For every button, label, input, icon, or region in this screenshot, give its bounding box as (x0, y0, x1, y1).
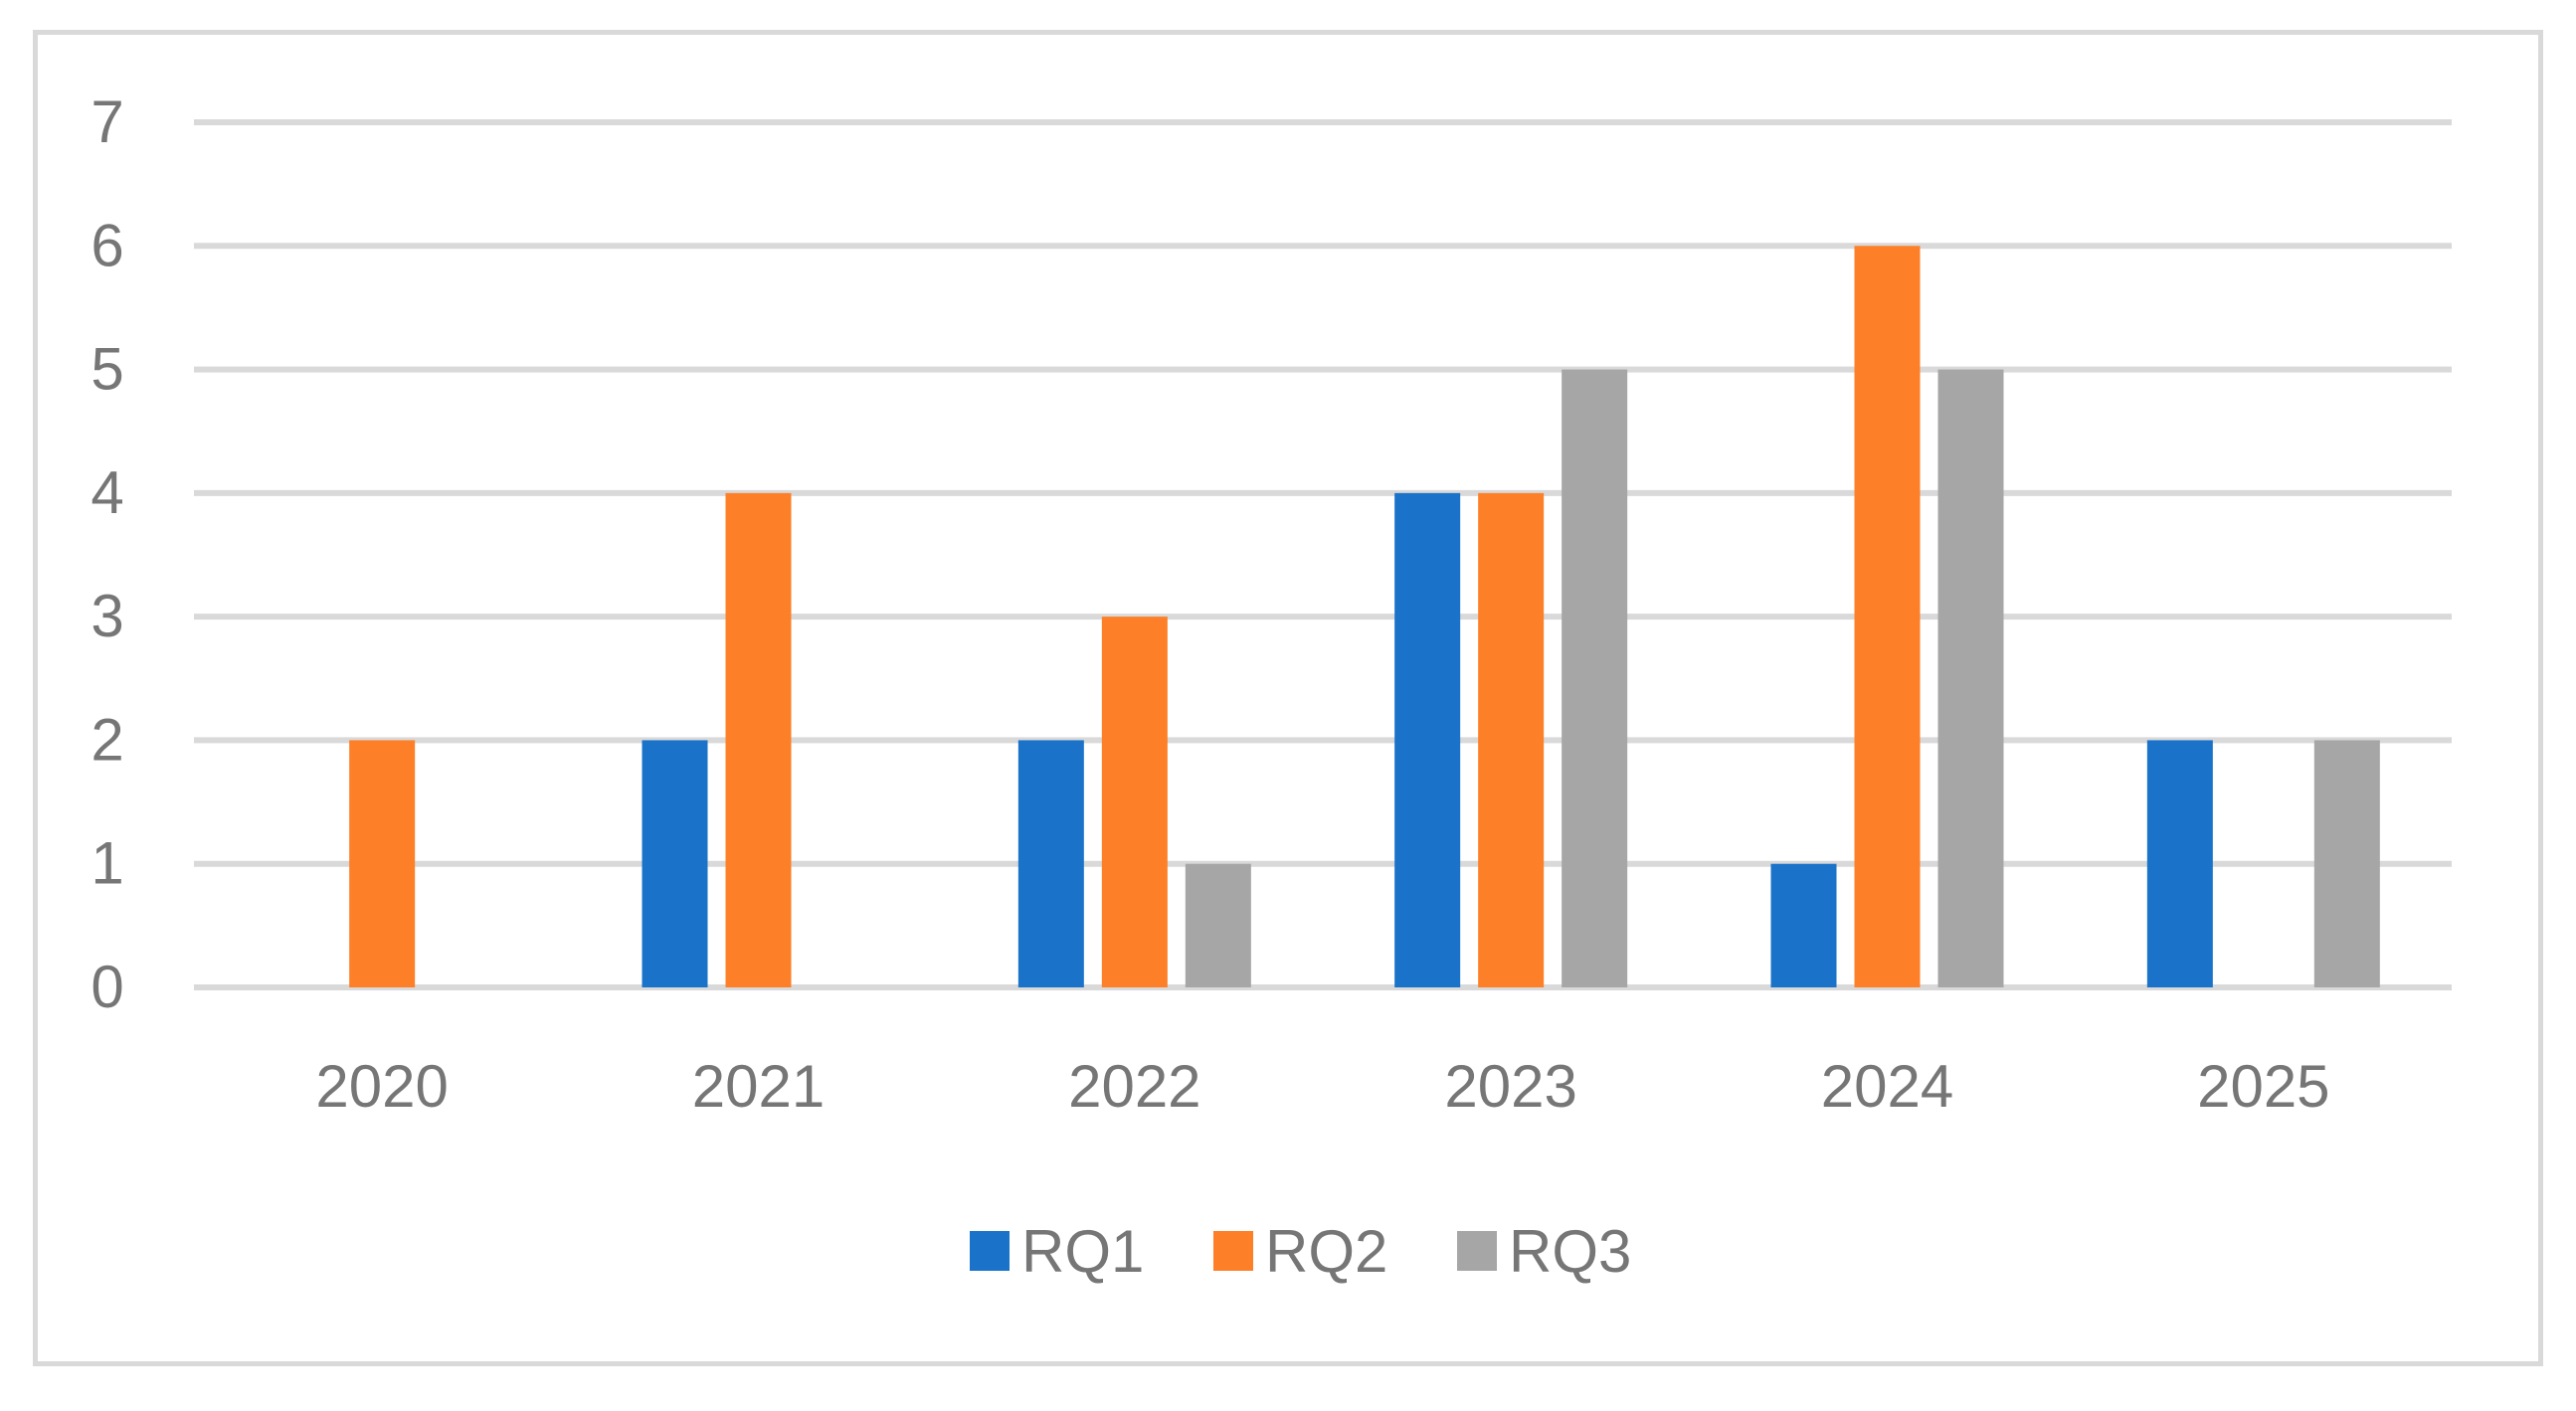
x-tick-label: 2025 (2197, 1053, 2329, 1120)
y-tick-label: 6 (91, 212, 123, 278)
y-tick-label: 4 (91, 459, 123, 526)
x-tick-label: 2021 (692, 1053, 825, 1120)
legend-label-rq3: RQ3 (1509, 1218, 1631, 1285)
bar-rq1-2023 (1394, 492, 1461, 987)
y-tick-label: 5 (91, 336, 123, 403)
bar-rq2-2023 (1478, 492, 1545, 987)
chart-frame (33, 30, 2543, 1366)
y-axis-ticks: 0 1 2 3 4 5 6 7 (91, 88, 123, 1020)
x-axis-ticks: 2020 2021 2022 2023 2024 2025 (315, 1053, 2329, 1120)
y-tick-label: 3 (91, 583, 123, 649)
y-tick-label: 0 (91, 954, 123, 1020)
legend-swatch-rq2 (1213, 1231, 1253, 1271)
bar-rq1-2022 (1017, 740, 1084, 987)
bar-rq2-2024 (1854, 246, 1921, 988)
y-tick-label: 7 (91, 88, 123, 155)
bar-rq2-2020 (349, 740, 416, 987)
bar-rq2-2022 (1101, 617, 1168, 987)
y-tick-label: 1 (91, 830, 123, 897)
x-tick-label: 2023 (1444, 1053, 1576, 1120)
legend-label-rq2: RQ2 (1265, 1218, 1387, 1285)
bar-rq3-2023 (1562, 369, 1628, 988)
legend-label-rq1: RQ1 (1021, 1218, 1144, 1285)
bar-rq3-2022 (1185, 863, 1251, 987)
x-tick-label: 2024 (1821, 1053, 1953, 1120)
legend-swatch-rq3 (1457, 1231, 1497, 1271)
bar-rq3-2024 (1937, 369, 2004, 988)
bar-rq1-2025 (2146, 740, 2213, 987)
x-tick-label: 2020 (315, 1053, 448, 1120)
bars (349, 246, 2380, 988)
legend: RQ1 RQ2 RQ3 (970, 1218, 1631, 1285)
legend-swatch-rq1 (970, 1231, 1010, 1271)
bar-rq1-2021 (642, 740, 708, 987)
bar-rq1-2024 (1770, 863, 1837, 987)
x-tick-label: 2022 (1068, 1053, 1200, 1120)
bar-rq2-2021 (725, 492, 792, 987)
gridlines (194, 119, 2452, 990)
y-tick-label: 2 (91, 706, 123, 773)
bar-rq3-2025 (2313, 740, 2380, 987)
